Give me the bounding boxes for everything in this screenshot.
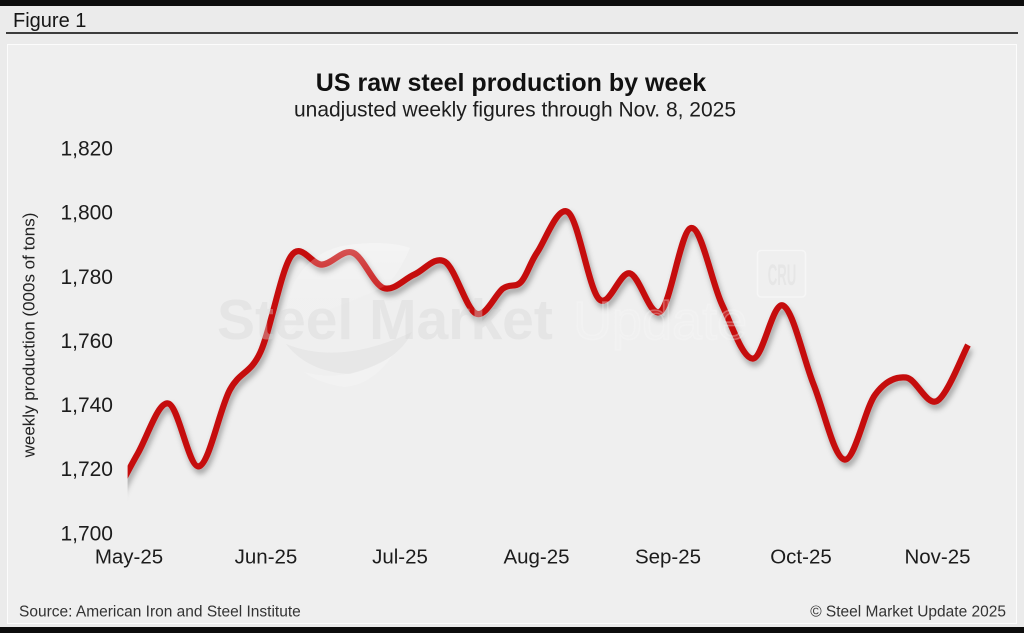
svg-text:© Steel Market Update 2025: © Steel Market Update 2025 — [810, 604, 1006, 621]
svg-text:1,760: 1,760 — [60, 330, 113, 353]
svg-text:1,820: 1,820 — [60, 138, 113, 161]
svg-text:1,780: 1,780 — [60, 266, 113, 289]
svg-text:Source: American Iron and Stee: Source: American Iron and Steel Institut… — [19, 604, 301, 621]
svg-text:1,700: 1,700 — [60, 522, 113, 545]
svg-text:May-25: May-25 — [95, 546, 163, 569]
svg-text:1,740: 1,740 — [60, 394, 113, 417]
svg-text:unadjusted weekly figures thro: unadjusted weekly figures through Nov. 8… — [294, 99, 736, 122]
svg-text:Oct-25: Oct-25 — [770, 546, 832, 569]
svg-text:1,800: 1,800 — [60, 202, 113, 225]
svg-text:Aug-25: Aug-25 — [503, 546, 569, 569]
svg-text:Steel Market: Steel Market — [217, 288, 553, 352]
svg-text:Nov-25: Nov-25 — [904, 546, 970, 569]
svg-text:weekly production (000s of ton: weekly production (000s of tons) — [20, 213, 39, 459]
svg-text:Jun-25: Jun-25 — [235, 546, 298, 569]
svg-text:US raw steel production by wee: US raw steel production by week — [316, 69, 706, 97]
svg-text:Sep-25: Sep-25 — [635, 546, 701, 569]
svg-text:Jul-25: Jul-25 — [372, 546, 428, 569]
svg-text:1,720: 1,720 — [60, 458, 113, 481]
svg-text:CRU: CRU — [768, 258, 797, 292]
svg-text:Update: Update — [573, 291, 747, 351]
